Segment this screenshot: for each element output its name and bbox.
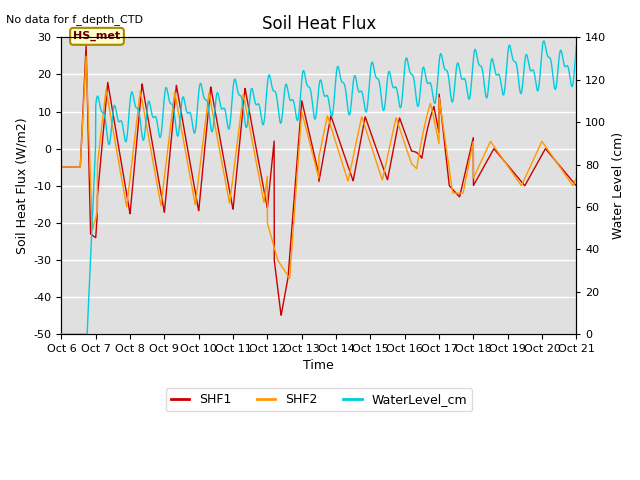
Text: HS_met: HS_met <box>74 31 120 41</box>
Y-axis label: Soil Heat Flux (W/m2): Soil Heat Flux (W/m2) <box>15 118 28 254</box>
Legend: SHF1, SHF2, WaterLevel_cm: SHF1, SHF2, WaterLevel_cm <box>166 388 472 411</box>
Y-axis label: Water Level (cm): Water Level (cm) <box>612 132 625 240</box>
X-axis label: Time: Time <box>303 360 334 372</box>
Title: Soil Heat Flux: Soil Heat Flux <box>262 15 376 33</box>
Text: No data for f_depth_CTD: No data for f_depth_CTD <box>6 14 143 25</box>
